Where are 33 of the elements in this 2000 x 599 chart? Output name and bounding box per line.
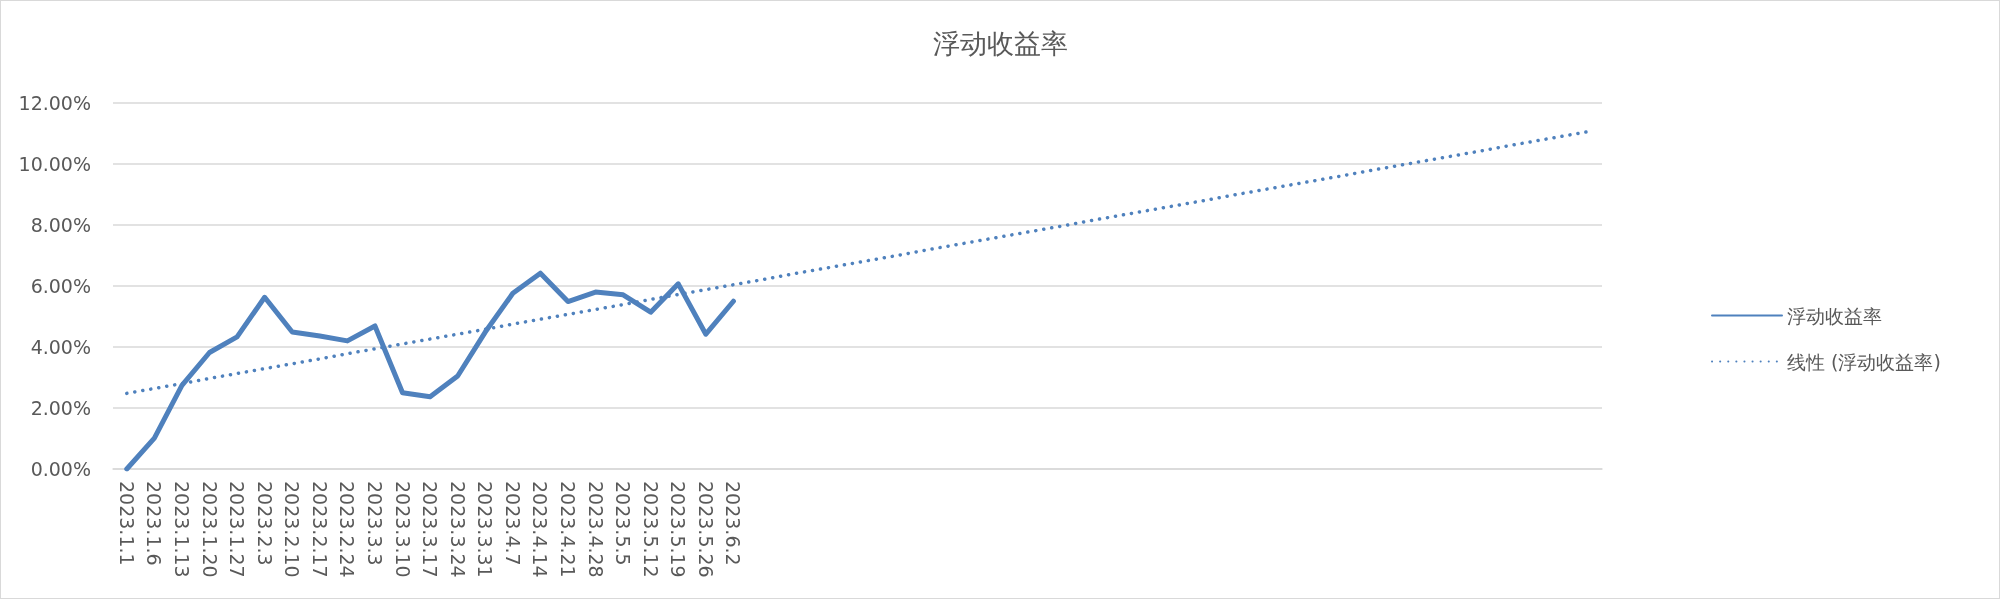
x-tick-label: 2023.3.31	[474, 481, 497, 578]
x-tick-label: 2023.3.17	[419, 481, 442, 578]
y-tick-label: 4.00%	[30, 336, 91, 358]
x-tick-label: 2023.3.3	[363, 481, 386, 566]
x-tick-label: 2023.5.19	[667, 481, 690, 578]
x-tick-label: 2023.5.26	[694, 481, 717, 578]
x-tick-label: 2023.4.21	[556, 481, 579, 578]
legend-label: 线性 (浮动收益率)	[1787, 350, 1941, 373]
x-tick-label: 2023.3.10	[391, 481, 414, 578]
chart-title: 浮动收益率	[932, 28, 1068, 59]
y-tick-label: 10.00%	[18, 153, 91, 175]
x-tick-label: 2023.2.17	[308, 481, 331, 578]
x-tick-label: 2023.5.5	[612, 481, 635, 566]
y-tick-label: 6.00%	[30, 275, 91, 297]
x-tick-label: 2023.6.2	[722, 481, 745, 566]
legend-label: 浮动收益率	[1787, 304, 1882, 327]
x-tick-label: 2023.4.7	[501, 481, 524, 566]
y-tick-label: 2.00%	[30, 397, 91, 419]
x-tick-label: 2023.3.24	[446, 481, 469, 578]
x-tick-label: 2023.5.12	[639, 481, 662, 578]
x-tick-label: 2023.1.6	[143, 481, 166, 566]
x-tick-label: 2023.4.14	[529, 481, 552, 578]
x-tick-label: 2023.1.1	[115, 481, 138, 566]
x-tick-label: 2023.1.27	[226, 481, 249, 578]
y-tick-label: 8.00%	[30, 214, 91, 236]
y-tick-label: 0.00%	[30, 458, 91, 480]
x-tick-label: 2023.1.13	[170, 481, 193, 578]
x-tick-label: 2023.2.10	[281, 481, 304, 578]
x-tick-label: 2023.2.24	[336, 481, 359, 578]
y-tick-label: 12.00%	[18, 92, 91, 114]
x-tick-label: 2023.4.28	[584, 481, 607, 578]
x-tick-label: 2023.1.20	[198, 481, 221, 578]
x-tick-label: 2023.2.3	[253, 481, 276, 566]
